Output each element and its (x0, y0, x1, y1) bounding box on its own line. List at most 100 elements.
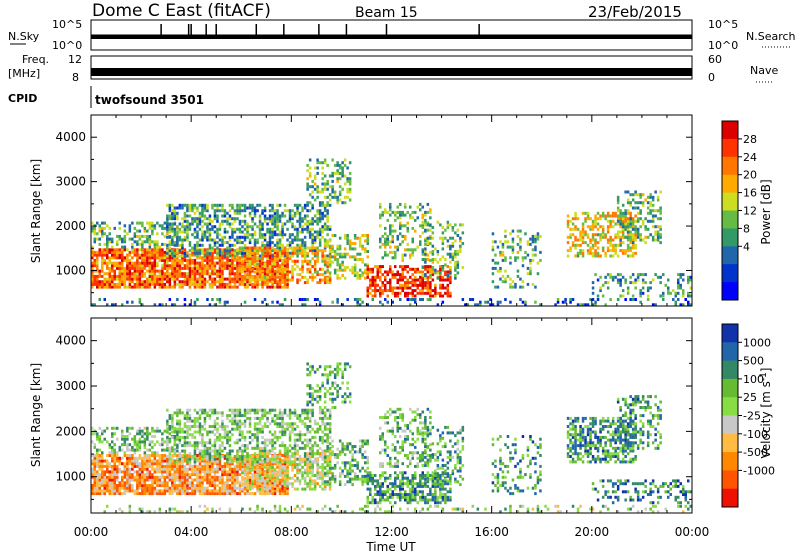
echo-cell (188, 282, 192, 286)
echo-cell (141, 429, 144, 433)
echo-cell (166, 258, 169, 262)
echo-cell (399, 278, 402, 282)
echo-cell (323, 257, 327, 261)
echo-cell (116, 459, 119, 463)
echo-cell (233, 264, 237, 268)
echo-cell (456, 263, 460, 267)
echo-cell (268, 235, 272, 239)
echo-cell (604, 251, 607, 255)
echo-cell (401, 210, 404, 214)
echo-cell (644, 235, 647, 239)
echo-cell (236, 217, 239, 221)
echo-cell (118, 467, 121, 471)
echo-cell (203, 473, 207, 477)
echo-cell (629, 281, 632, 285)
echo-cell (278, 282, 282, 286)
echo-cell (133, 240, 137, 244)
echo-cell (128, 426, 132, 430)
echo-cell (677, 286, 680, 290)
echo-cell (278, 489, 282, 493)
echo-cell (168, 298, 172, 301)
echo-cell (424, 237, 427, 241)
echo-cell (183, 258, 187, 262)
echo-cell (336, 252, 339, 256)
echo-cell (399, 224, 402, 228)
echo-cell (93, 456, 96, 460)
echo-cell (98, 298, 101, 301)
echo-cell (346, 166, 349, 170)
echo-cell (656, 230, 660, 234)
echo-cell (218, 467, 222, 471)
echo-cell (246, 470, 249, 474)
echo-cell (113, 426, 116, 430)
echo-cell (399, 265, 402, 269)
echo-cell (624, 209, 627, 213)
echo-cell (646, 298, 650, 301)
echo-cell (118, 492, 121, 496)
echo-cell (126, 253, 129, 257)
echo-cell (366, 289, 369, 293)
echo-cell (223, 282, 227, 286)
echo-cell (391, 237, 394, 241)
echo-cell (253, 257, 257, 261)
echo-cell (494, 266, 497, 270)
echo-cell (621, 294, 625, 298)
echo-cell (226, 230, 229, 234)
echo-cell (136, 443, 139, 447)
echo-cell (288, 233, 292, 237)
echo-cell (141, 261, 144, 265)
echo-cell (414, 270, 417, 274)
echo-cell (181, 467, 184, 471)
echo-cell (206, 464, 209, 468)
echo-cell (191, 486, 194, 490)
echo-cell (288, 257, 292, 261)
echo-cell (201, 251, 204, 255)
echo-cell (226, 219, 229, 223)
echo-cell (358, 239, 362, 243)
echo-cell (589, 217, 592, 221)
echo-cell (366, 236, 369, 240)
echo-cell (143, 256, 147, 260)
echo-cell (594, 222, 597, 226)
echo-cell (306, 281, 309, 285)
echo-cell (298, 211, 302, 215)
echo-cell (258, 272, 262, 276)
echo-cell (364, 247, 367, 251)
echo-cell (203, 464, 207, 468)
echo-cell (123, 272, 127, 276)
echo-cell (178, 222, 182, 226)
echo-cell (451, 258, 455, 261)
echo-cell (193, 203, 197, 207)
echo-cell (226, 253, 229, 257)
echo-cell (609, 275, 612, 279)
echo-cell (236, 235, 239, 239)
echo-cell (318, 300, 322, 304)
echo-cell (183, 274, 187, 278)
echo-cell (619, 230, 622, 234)
echo-cell (651, 219, 655, 223)
echo-cell (166, 470, 169, 474)
echo-cell (216, 206, 219, 210)
echo-cell (258, 233, 262, 237)
echo-cell (421, 275, 424, 279)
echo-cell (171, 459, 174, 463)
echo-cell (271, 462, 274, 466)
echo-cell (424, 252, 427, 256)
echo-cell (288, 217, 292, 221)
echo-cell (138, 437, 142, 441)
echo-cell (278, 219, 282, 223)
echo-cell (188, 214, 192, 218)
echo-cell (123, 464, 127, 468)
echo-cell (101, 459, 104, 463)
echo-cell (206, 264, 209, 268)
echo-cell (313, 177, 317, 181)
echo-cell (266, 275, 269, 279)
echo-cell (141, 248, 144, 252)
echo-cell (231, 230, 234, 234)
echo-cell (103, 475, 106, 479)
echo-cell (133, 462, 137, 466)
echo-cell (238, 206, 242, 210)
echo-cell (338, 185, 342, 189)
echo-cell (196, 484, 199, 487)
echo-cell (91, 250, 94, 254)
